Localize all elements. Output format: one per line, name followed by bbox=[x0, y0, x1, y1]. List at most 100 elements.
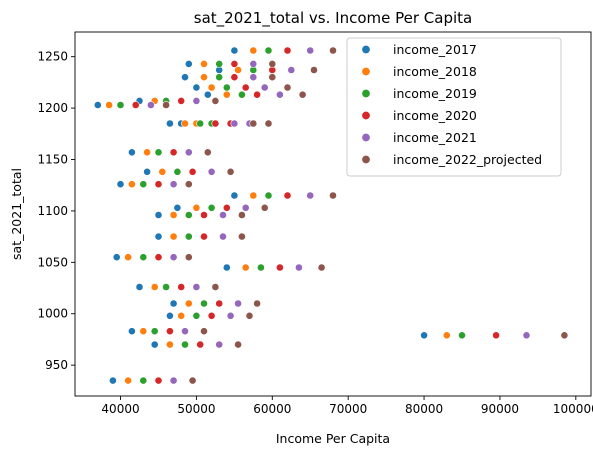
data-point-income_2017 bbox=[166, 312, 173, 319]
legend: income_2017income_2018income_2019income_… bbox=[347, 38, 561, 176]
data-point-income_2017 bbox=[204, 91, 211, 98]
data-point-income_2022_projected bbox=[561, 332, 568, 339]
legend-label: income_2022_projected bbox=[393, 152, 542, 167]
data-point-income_2018 bbox=[178, 312, 185, 319]
data-point-income_2021 bbox=[261, 84, 268, 91]
data-point-income_2017 bbox=[94, 101, 101, 108]
data-point-income_2019 bbox=[163, 283, 170, 290]
data-point-income_2022_projected bbox=[265, 120, 272, 127]
data-point-income_2018 bbox=[200, 60, 207, 67]
data-point-income_2019 bbox=[458, 332, 465, 339]
data-point-income_2019 bbox=[155, 149, 162, 156]
data-point-income_2022_projected bbox=[189, 377, 196, 384]
data-point-income_2020 bbox=[189, 168, 196, 175]
data-point-income_2020 bbox=[231, 74, 238, 81]
data-point-income_2021 bbox=[231, 120, 238, 127]
data-point-income_2022_projected bbox=[235, 341, 242, 348]
y-tick-label: 950 bbox=[45, 358, 68, 372]
data-point-income_2022_projected bbox=[299, 91, 306, 98]
data-point-income_2018 bbox=[250, 47, 257, 54]
legend-marker bbox=[362, 67, 370, 75]
data-point-income_2021 bbox=[216, 341, 223, 348]
data-point-income_2017 bbox=[151, 341, 158, 348]
data-point-income_2022_projected bbox=[212, 283, 219, 290]
data-point-income_2019 bbox=[238, 91, 245, 98]
data-point-income_2019 bbox=[223, 84, 230, 91]
data-point-income_2018 bbox=[125, 377, 132, 384]
data-point-income_2018 bbox=[170, 233, 177, 240]
data-point-income_2020 bbox=[284, 47, 291, 54]
data-point-income_2017 bbox=[181, 74, 188, 81]
data-point-income_2020 bbox=[242, 84, 249, 91]
legend-marker bbox=[362, 45, 370, 53]
data-point-income_2022_projected bbox=[329, 47, 336, 54]
data-point-income_2017 bbox=[166, 120, 173, 127]
legend-label: income_2018 bbox=[393, 64, 477, 79]
data-point-income_2020 bbox=[155, 254, 162, 261]
data-point-income_2021 bbox=[242, 204, 249, 211]
data-point-income_2019 bbox=[140, 254, 147, 261]
data-point-income_2021 bbox=[250, 74, 257, 81]
x-tick-label: 40000 bbox=[101, 402, 139, 416]
data-point-income_2021 bbox=[181, 328, 188, 335]
data-point-income_2021 bbox=[307, 192, 314, 199]
data-point-income_2018 bbox=[128, 181, 135, 188]
data-point-income_2017 bbox=[113, 254, 120, 261]
data-point-income_2022_projected bbox=[238, 233, 245, 240]
data-point-income_2021 bbox=[288, 66, 295, 73]
data-point-income_2022_projected bbox=[204, 149, 211, 156]
data-point-income_2022_projected bbox=[261, 204, 268, 211]
data-point-income_2018 bbox=[242, 264, 249, 271]
data-point-income_2018 bbox=[223, 91, 230, 98]
data-point-income_2022_projected bbox=[200, 328, 207, 335]
x-tick-label: 50000 bbox=[177, 402, 215, 416]
y-tick-label: 1150 bbox=[37, 153, 68, 167]
legend-marker bbox=[362, 133, 370, 141]
x-tick-label: 60000 bbox=[253, 402, 291, 416]
y-tick-label: 1200 bbox=[37, 101, 68, 115]
x-tick-label: 100000 bbox=[553, 402, 593, 416]
data-point-income_2017 bbox=[144, 168, 151, 175]
data-point-income_2017 bbox=[185, 60, 192, 67]
data-point-income_2018 bbox=[193, 204, 200, 211]
data-point-income_2020 bbox=[155, 181, 162, 188]
data-point-income_2018 bbox=[181, 120, 188, 127]
data-point-income_2018 bbox=[166, 341, 173, 348]
data-point-income_2021 bbox=[523, 332, 530, 339]
data-point-income_2020 bbox=[276, 264, 283, 271]
legend-label: income_2017 bbox=[393, 42, 477, 57]
data-point-income_2019 bbox=[265, 192, 272, 199]
data-point-income_2021 bbox=[219, 233, 226, 240]
legend-label: income_2020 bbox=[393, 108, 477, 123]
data-point-income_2019 bbox=[181, 341, 188, 348]
data-point-income_2020 bbox=[493, 332, 500, 339]
data-point-income_2020 bbox=[200, 233, 207, 240]
data-point-income_2019 bbox=[200, 300, 207, 307]
data-point-income_2022_projected bbox=[246, 312, 253, 319]
data-point-income_2020 bbox=[200, 211, 207, 218]
data-point-income_2021 bbox=[250, 60, 257, 67]
data-point-income_2018 bbox=[140, 328, 147, 335]
data-point-income_2020 bbox=[178, 283, 185, 290]
data-point-income_2022_projected bbox=[284, 84, 291, 91]
data-point-income_2019 bbox=[185, 211, 192, 218]
data-point-income_2019 bbox=[193, 312, 200, 319]
data-point-income_2018 bbox=[125, 254, 132, 261]
data-point-income_2020 bbox=[132, 101, 139, 108]
data-point-income_2021 bbox=[185, 149, 192, 156]
data-point-income_2018 bbox=[170, 211, 177, 218]
data-point-income_2022_projected bbox=[227, 168, 234, 175]
data-point-income_2018 bbox=[443, 332, 450, 339]
data-point-income_2019 bbox=[117, 101, 124, 108]
data-point-income_2017 bbox=[128, 328, 135, 335]
data-point-income_2021 bbox=[219, 211, 226, 218]
data-point-income_2017 bbox=[128, 149, 135, 156]
data-point-income_2018 bbox=[200, 74, 207, 81]
y-axis: 950100010501100115012001250 bbox=[37, 50, 75, 372]
x-axis: 40000 50000 60000 70000 80000 90000 100000 bbox=[101, 396, 593, 416]
data-point-income_2021 bbox=[193, 283, 200, 290]
y-tick-label: 1100 bbox=[37, 204, 68, 218]
data-point-income_2020 bbox=[223, 204, 230, 211]
data-point-income_2021 bbox=[170, 377, 177, 384]
data-point-income_2019 bbox=[140, 377, 147, 384]
